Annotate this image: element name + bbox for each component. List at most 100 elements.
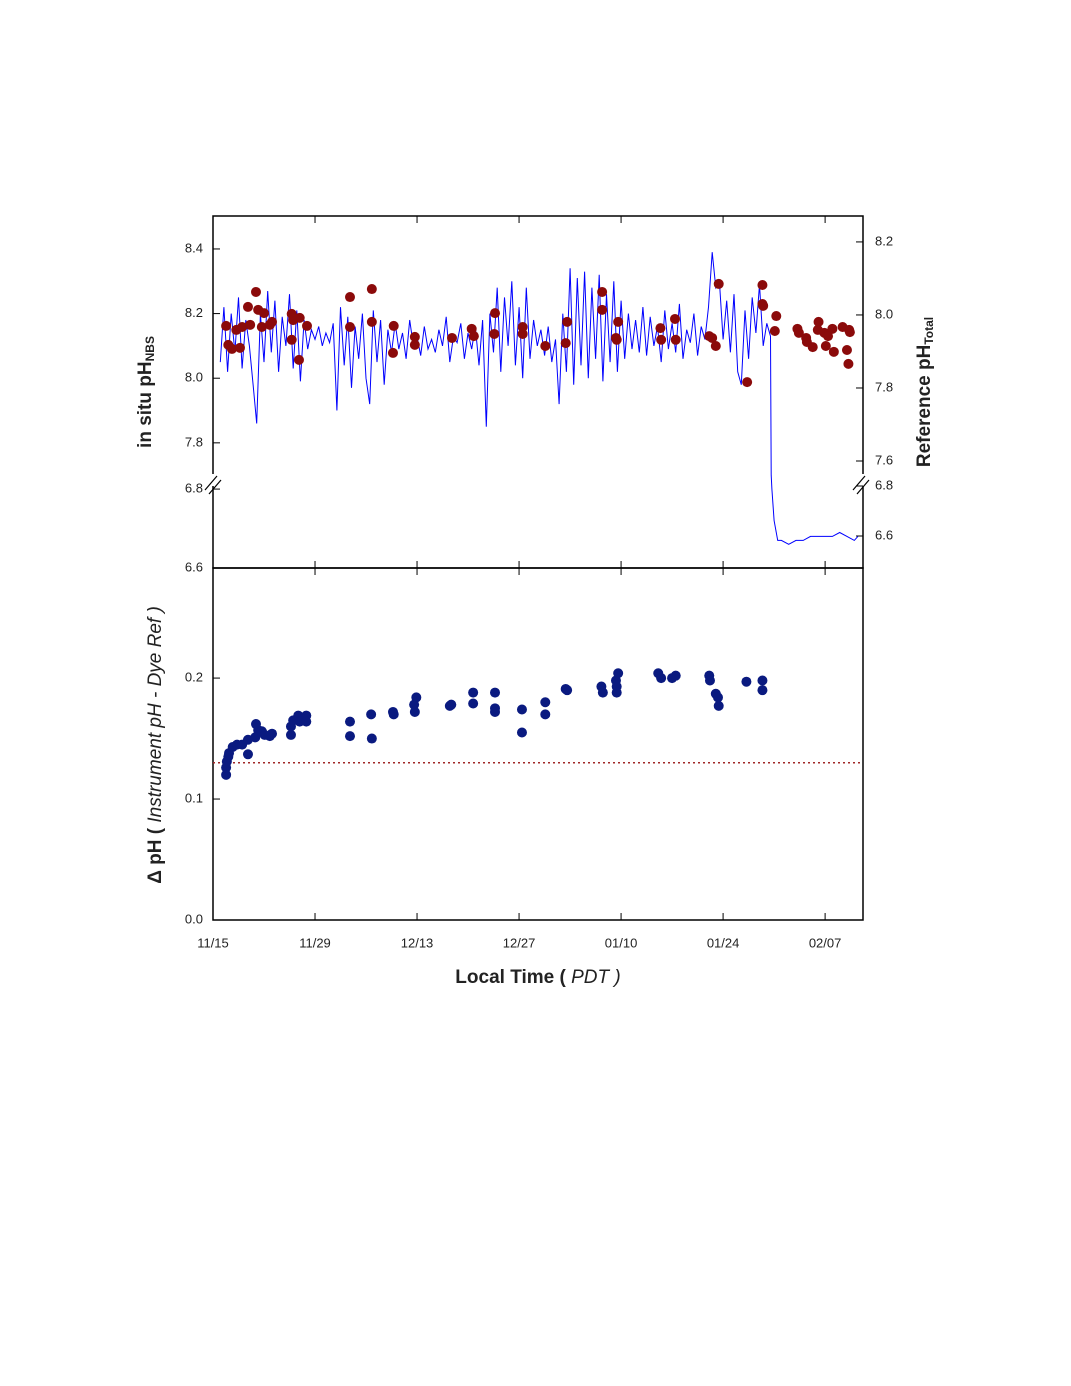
data-point (517, 322, 528, 333)
data-point (301, 716, 312, 727)
y-tick-label: 6.6 (185, 559, 203, 574)
label-text: ) (145, 606, 166, 618)
data-point (468, 687, 479, 698)
y-tick-label: 6.8 (185, 481, 203, 496)
data-point (540, 340, 551, 351)
x-tick-label: 12/27 (503, 935, 536, 950)
y2-tick-label: 7.6 (875, 452, 893, 467)
label-text: Δ pH ( (145, 823, 166, 884)
data-point (562, 316, 573, 327)
data-point (611, 334, 622, 345)
x-tick-label: 11/15 (197, 935, 229, 950)
data-point (489, 328, 500, 339)
data-point (245, 319, 256, 330)
data-point (234, 342, 245, 353)
data-point (344, 292, 355, 303)
data-point (540, 709, 551, 720)
data-point (468, 698, 479, 709)
data-point (597, 286, 608, 297)
data-point (221, 320, 232, 331)
axis-break (203, 474, 873, 495)
y-tick-label: 7.8 (185, 434, 203, 449)
data-point (490, 308, 501, 319)
data-point (823, 331, 834, 342)
data-point (669, 313, 680, 324)
data-point (294, 312, 305, 323)
data-point (366, 709, 377, 720)
data-point (344, 716, 355, 727)
data-point (613, 316, 624, 327)
data-point (820, 340, 831, 351)
data-point (237, 322, 248, 333)
data-point (446, 699, 457, 710)
data-point (221, 769, 232, 780)
y2-tick-label: 8.2 (875, 233, 893, 248)
y-tick-label: 0.2 (185, 670, 203, 685)
data-point (613, 668, 624, 679)
label-text: ) (609, 967, 621, 988)
data-point (757, 280, 768, 291)
data-point (560, 338, 571, 349)
y2-axis-label: Reference pHTotal (914, 317, 936, 467)
bottom-frame (212, 567, 864, 921)
y-tick-label: 0.0 (185, 911, 203, 926)
x-tick-label: 11/29 (299, 935, 331, 950)
data-point (409, 339, 420, 350)
data-point (286, 334, 297, 345)
x-tick-label: 01/10 (605, 935, 638, 950)
data-point (411, 692, 422, 703)
data-point (670, 334, 681, 345)
data-point (250, 286, 261, 297)
label-text: in situ pH (135, 361, 156, 448)
y-tick-label: 8.0 (185, 370, 203, 385)
data-point (656, 334, 667, 345)
data-point (468, 331, 479, 342)
x-tick-label: 01/24 (707, 935, 740, 950)
data-point (828, 346, 839, 357)
data-point (611, 687, 622, 698)
data-point (710, 340, 721, 351)
data-point (366, 733, 377, 744)
data-point (843, 358, 854, 369)
x-axis-label: Local Time ( PDT ) (455, 967, 620, 988)
data-point (344, 731, 355, 742)
data-point (807, 342, 818, 353)
x-tick-label: 02/07 (809, 935, 842, 950)
label-subscript: Total (922, 317, 936, 345)
top-frame (212, 215, 864, 569)
data-point (226, 343, 237, 354)
data-point (771, 311, 782, 322)
label-italic: PDT (571, 967, 610, 988)
y2-tick-label: 6.6 (875, 527, 893, 542)
data-point (707, 332, 718, 343)
data-point (670, 670, 681, 681)
data-point (259, 308, 270, 319)
y-tick-label: 0.1 (185, 790, 203, 805)
data-point (242, 749, 253, 760)
data-point (713, 278, 724, 289)
data-point (242, 301, 253, 312)
y-tick-label: 8.2 (185, 305, 203, 320)
data-point (656, 673, 667, 684)
data-point (769, 326, 780, 337)
data-point (813, 316, 824, 327)
data-point (712, 692, 723, 703)
data-point (757, 685, 768, 696)
data-point (540, 697, 551, 708)
data-point (655, 323, 666, 334)
data-point (388, 320, 399, 331)
data-point (293, 354, 304, 365)
data-point (256, 322, 267, 333)
x-tick-label: 12/13 (401, 935, 434, 950)
data-point (562, 685, 573, 696)
data-line (219, 252, 859, 545)
data-point (267, 316, 278, 327)
label-italic: Instrument pH - Dye Ref (145, 616, 166, 823)
data-point (516, 704, 527, 715)
data-point (267, 728, 278, 739)
y2-tick-label: 7.8 (875, 379, 893, 394)
data-point (713, 700, 724, 711)
y-axis-label: in situ pHNBS (135, 336, 157, 448)
label-text: Reference pH (914, 345, 935, 468)
